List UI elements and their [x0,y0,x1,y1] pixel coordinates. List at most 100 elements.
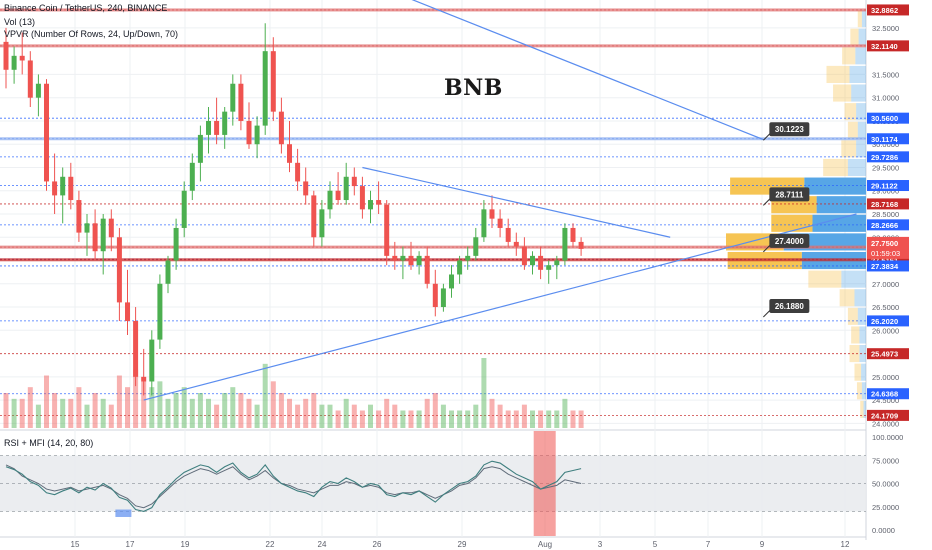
vpvr-down-bar [854,289,866,307]
price-tick-label: 26.5000 [872,303,899,312]
vpvr-up-bar [833,84,852,102]
candle-body [546,265,552,270]
price-tick-label: 24.0000 [872,419,899,428]
candle-body [440,288,446,308]
volume-bar [238,393,244,428]
volume-bar [214,404,220,428]
volume-bar [92,393,98,428]
price-axis[interactable]: 32.500031.500031.000030.500030.000029.50… [867,4,909,535]
volume-bar [197,393,203,428]
candle-body [189,162,195,191]
candlestick-series [3,23,584,396]
volume-bar [19,398,25,428]
candle-body [424,255,430,284]
time-tick-label: Aug [538,540,552,549]
vpvr-up-bar [841,140,857,158]
price-tick-label: 26.0000 [872,326,899,335]
candle-body [60,176,66,196]
candle-body [270,51,276,112]
vpvr-down-bar [861,363,866,381]
level-zone [0,8,866,12]
volume-bar [52,393,58,428]
vpvr-down-bar [851,84,866,102]
candle-body [165,260,171,284]
candle-body [295,162,301,182]
time-tick-label: 17 [126,540,135,549]
candle-body [254,125,260,145]
price-callouts[interactable]: 30.1223 28.7111 27.4000 26.1880 [762,122,810,318]
candle-body [133,321,139,377]
candle-body [392,255,398,261]
vpvr-up-bar [847,307,858,325]
volume-bar [473,404,479,428]
callout-box [769,233,810,248]
volume-bar [68,398,74,428]
candle-body [278,111,284,145]
volume-bar [311,393,317,428]
level-badge-label: 30.5600 [871,114,898,123]
level-zone [0,137,866,141]
time-axis[interactable]: 15 17 19 22 24 26 29 Aug 3 5 7 9 12 [71,540,850,549]
volume-bar [562,398,568,428]
rsi-mfi-pane [0,431,866,536]
level-badge [867,409,909,421]
time-tick-label: 29 [458,540,467,549]
candle-body [3,41,9,70]
current-price-label: 27.7500 [871,239,898,248]
callout-label: 26.1880 [775,302,804,311]
candle-body [44,83,49,182]
candle-body [513,241,519,247]
vpvr-down-bar [859,326,866,344]
price-tick-label: 27.0000 [872,280,899,289]
volume-bar [530,410,535,428]
price-callout-27.4000: 27.4000 [762,233,810,253]
level-badge [867,315,909,327]
chart-annotation-text: BNB [444,75,503,101]
current-price-badge [867,236,909,259]
volume-bar [222,393,228,428]
volume-bar [546,410,552,428]
volume-bar [3,393,9,428]
candle-body [303,181,309,196]
rsi-tick-label: 75.0000 [872,456,899,465]
vpvr-up-bar [842,47,856,65]
price-level-lines[interactable] [0,8,866,416]
volume-bar [465,410,471,428]
volume-bars [3,358,584,428]
volume-bar [206,398,211,428]
volume-bar [384,398,390,428]
volume-bar [432,393,438,428]
time-tick-label: 5 [653,540,658,549]
trendline-triangle-bottom [143,213,857,401]
vpvr-up-bar [823,158,848,177]
rsi-line [5,460,582,512]
trend-lines[interactable] [143,0,857,401]
volume-bar [295,404,301,428]
candle-body [181,190,187,228]
volume-bar [335,410,341,428]
price-tick-label: 24.5000 [872,396,899,405]
volume-bar [570,410,576,428]
symbol-title: Binance Coin / TetherUS, 240, BINANCE [4,3,168,13]
volume-bar [319,404,325,428]
candle-body [432,283,438,308]
candle-body [35,83,41,98]
rsi-tick-label: 25.0000 [872,503,899,512]
price-callout-28.7111: 28.7111 [762,187,810,206]
vpvr-down-bar [856,103,866,121]
candle-body [222,111,228,135]
volume-bar [424,398,430,428]
level-badge [867,133,909,145]
level-badge-label: 27.3834 [871,262,899,271]
candle-body [481,209,487,238]
level-zone [0,245,866,249]
rsi-tick-label: 100.0000 [872,433,903,442]
vpvr-up-bar [857,10,862,28]
candle-body [521,246,527,266]
candle-body [230,83,236,112]
vpvr-up-bar [850,28,859,46]
candle-body [359,186,365,210]
trendline-down-major [411,0,764,141]
volume-bar [173,393,179,428]
